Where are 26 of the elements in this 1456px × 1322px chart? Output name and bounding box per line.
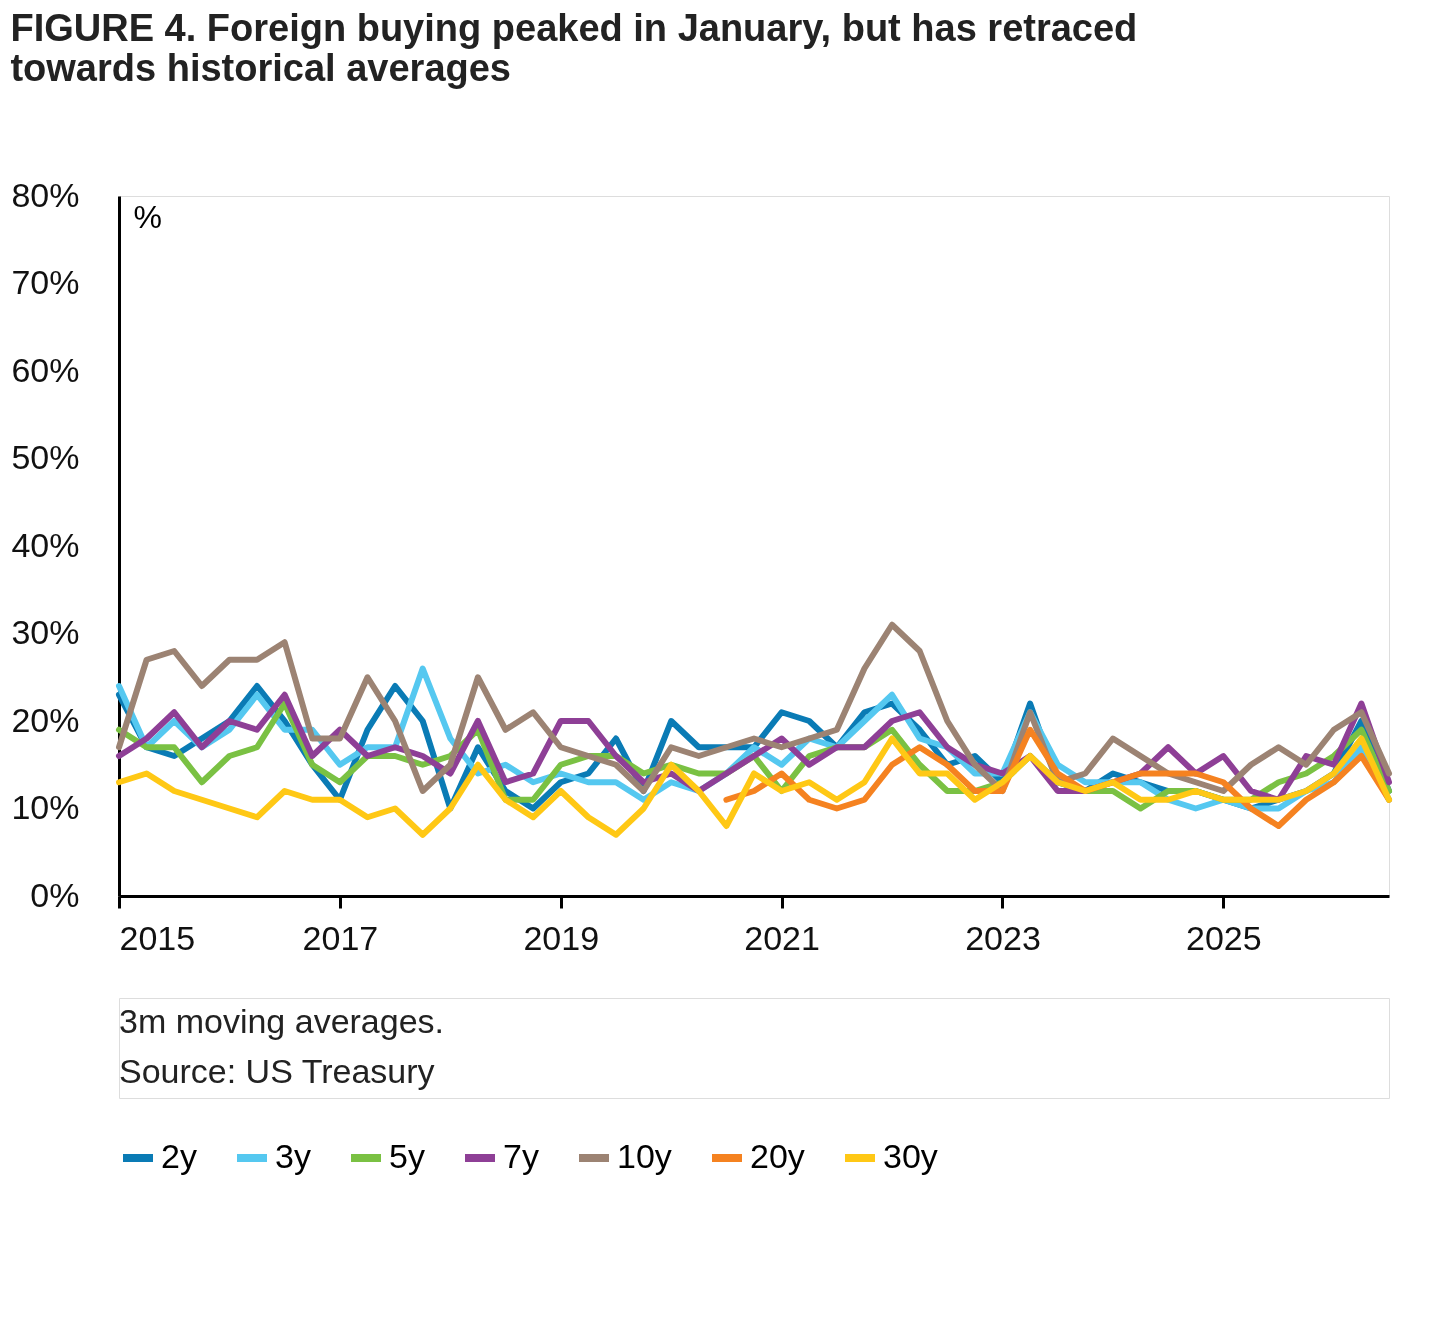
y-tick-label: 0% <box>30 875 80 914</box>
x-tick-label: 2023 <box>965 918 1041 957</box>
legend-label: 10y <box>617 1137 672 1175</box>
y-tick-label: 60% <box>11 350 80 389</box>
x-tick-label: 2015 <box>119 918 196 957</box>
legend-label: 2y <box>161 1137 197 1175</box>
y-tick-label: 30% <box>11 613 80 651</box>
legend-label: 5y <box>389 1137 425 1175</box>
text: 3m moving averages. <box>119 1002 445 1040</box>
legend-label: 3y <box>275 1137 311 1175</box>
x-tick-label: 2025 <box>1186 918 1262 957</box>
legend-label: 30y <box>883 1137 938 1175</box>
x-tick-label: 2021 <box>744 918 820 957</box>
y-tick-label: 10% <box>11 788 80 826</box>
y-axis-title: % <box>133 198 162 235</box>
source-note: Source: US Treasury <box>119 1052 435 1090</box>
y-tick-label: 20% <box>11 700 80 739</box>
x-tick-label: 2017 <box>302 918 379 957</box>
y-tick-label: 50% <box>11 438 80 476</box>
y-tick-label: 40% <box>11 525 80 564</box>
y-tick-label: 80% <box>11 175 80 214</box>
legend-label: 20y <box>750 1137 805 1175</box>
x-tick-label: 2019 <box>523 918 600 957</box>
legend-label: 7y <box>503 1137 539 1175</box>
chart-title: FIGURE 4. Foreign buying peaked in January, but has retraced towards historical averages <box>10 6 1138 89</box>
y-tick-label: 70% <box>11 263 80 301</box>
